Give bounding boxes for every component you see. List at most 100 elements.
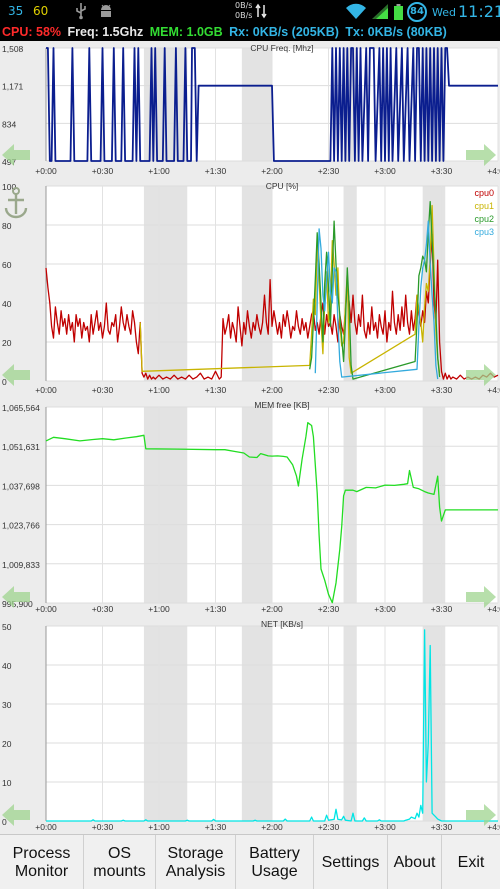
about-button[interactable]: About: [388, 835, 442, 889]
inactive-time-band: [241, 186, 272, 381]
x-tick-label: +1:00: [148, 385, 170, 395]
scroll-left-arrow-icon[interactable]: [2, 364, 30, 386]
y-tick-label: 10: [2, 778, 12, 788]
scroll-right-arrow-icon[interactable]: [466, 586, 496, 608]
net-chart: NET [KB/s] 50 40 30 20 10 0 +0:00 +0:30 +1:00 +1:3…: [2, 619, 500, 832]
inactive-time-band: [143, 186, 188, 381]
x-tick-label: +0:30: [92, 385, 114, 395]
x-tick-label: +3:30: [431, 604, 453, 614]
info-cpu: CPU: 58%: [2, 25, 62, 39]
x-tick-label: +3:00: [374, 385, 396, 395]
inactive-time-band: [422, 626, 446, 821]
settings-button[interactable]: Settings: [314, 835, 388, 889]
series-line: [45, 422, 498, 604]
x-tick-label: +2:00: [261, 385, 283, 395]
y-tick-label: 995,900: [2, 599, 33, 609]
cpu-freq-chart: CPU Freq. [Mhz] 1,508 1,171 834 497 +0:00 +0:3…: [2, 43, 500, 176]
button-label-line-1: Battery: [249, 844, 300, 862]
x-tick-label: +0:00: [35, 822, 57, 832]
y-tick-label: 1,009,833: [2, 560, 40, 570]
inactive-time-band: [143, 407, 188, 603]
x-tick-label: +2:30: [318, 604, 340, 614]
y-tick-label: 834: [2, 119, 16, 129]
y-tick-label: 20: [2, 338, 12, 348]
x-tick-label: +0:30: [92, 822, 114, 832]
button-label-line-1: Process: [12, 844, 71, 862]
cpu-usage-chart-panel: CPU [%] 100 80 60 40 20 0 +0:00 +0:30 +1:00 +1:30 +…: [0, 178, 500, 399]
button-label-line-2: Monitor: [14, 862, 69, 880]
exit-button[interactable]: Exit: [442, 835, 500, 889]
data-transfer-icon: [255, 3, 267, 22]
button-label: Settings: [322, 854, 380, 872]
status-left-value-1: 35: [8, 4, 24, 18]
storage-analysis-button[interactable]: Storage Analysis: [156, 835, 236, 889]
os-mounts-button[interactable]: OS mounts: [84, 835, 156, 889]
x-tick-label: +2:30: [318, 385, 340, 395]
x-tick-label: +3:00: [374, 604, 396, 614]
y-tick-label: 1,508: [2, 44, 24, 54]
x-tick-label: +3:30: [431, 385, 453, 395]
x-tick-label: +3:00: [374, 822, 396, 832]
x-tick-label: +1:30: [205, 822, 227, 832]
series-line: [46, 47, 498, 162]
scroll-right-arrow-icon[interactable]: [466, 364, 496, 386]
mem-free-chart-panel: MEM free [KB] 1,065,564 1,051,631 1,037,698…: [0, 399, 500, 618]
inactive-time-band: [422, 407, 446, 603]
x-tick-label: +4:00: [487, 385, 500, 395]
x-tick-label: +0:00: [35, 166, 57, 176]
x-tick-label: +3:30: [431, 166, 453, 176]
inactive-time-band: [241, 48, 272, 161]
inactive-time-band: [343, 407, 357, 603]
cpu-usage-chart: CPU [%] 100 80 60 40 20 0 +0:00 +0:30 +1:00 +1:30 +…: [2, 181, 500, 395]
x-tick-label: +1:00: [148, 604, 170, 614]
x-tick-label: +1:30: [205, 604, 227, 614]
process-monitor-button[interactable]: Process Monitor: [0, 835, 84, 889]
battery-usage-button[interactable]: Battery Usage: [236, 835, 314, 889]
info-tx: Tx: 0KB/s (80KB): [345, 25, 447, 39]
button-label: About: [394, 854, 436, 872]
y-tick-label: 60: [2, 260, 12, 270]
net-speed-up: 0B/s: [235, 1, 253, 10]
legend-item-cpu0: cpu0: [474, 188, 494, 198]
x-tick-label: +2:30: [318, 822, 340, 832]
chart-title: CPU [%]: [266, 181, 299, 191]
android-debug-icon: [98, 3, 114, 22]
x-tick-label: +0:00: [35, 385, 57, 395]
button-label-line-1: Storage: [167, 844, 224, 862]
scroll-left-arrow-icon[interactable]: [2, 804, 30, 826]
legend-item-cpu2: cpu2: [474, 214, 494, 224]
series-line: [46, 629, 498, 822]
y-tick-label: 0: [2, 377, 7, 387]
x-tick-label: +4:00: [487, 604, 500, 614]
x-tick-label: +2:30: [318, 166, 340, 176]
y-tick-label: 80: [2, 221, 12, 231]
button-label-line-1: Exit: [457, 853, 485, 871]
net-speed: 0B/s 0B/s: [235, 1, 252, 21]
battery-level-badge: 84: [407, 2, 427, 22]
series-line-cpu2: [309, 200, 441, 380]
info-mem: MEM: 1.0GB: [149, 25, 223, 39]
button-label-line-1: Settings: [321, 853, 380, 871]
y-tick-label: 50: [2, 622, 12, 632]
scroll-left-arrow-icon[interactable]: [2, 586, 30, 608]
usb-icon: [74, 2, 88, 23]
y-tick-label: 0: [2, 817, 7, 827]
scroll-left-arrow-icon[interactable]: [2, 144, 30, 166]
anchor-icon[interactable]: [4, 187, 28, 219]
x-tick-label: +4:00: [487, 166, 500, 176]
series-line-cpu3: [314, 220, 439, 380]
legend-item-cpu1: cpu1: [474, 201, 494, 211]
x-tick-label: +1:30: [205, 166, 227, 176]
y-tick-label: 40: [2, 299, 12, 309]
button-label: OS mounts: [93, 845, 145, 881]
x-tick-label: +3:30: [431, 822, 453, 832]
x-tick-label: +2:00: [261, 166, 283, 176]
scroll-right-arrow-icon[interactable]: [466, 144, 496, 166]
chart-title: NET [KB/s]: [261, 619, 303, 629]
scroll-right-arrow-icon[interactable]: [466, 804, 496, 826]
x-tick-label: +2:00: [261, 604, 283, 614]
y-tick-label: 20: [2, 739, 12, 749]
y-tick-label: 1,051,631: [2, 442, 40, 452]
wifi-icon: [345, 3, 367, 23]
button-label-line-1: OS: [107, 844, 132, 862]
